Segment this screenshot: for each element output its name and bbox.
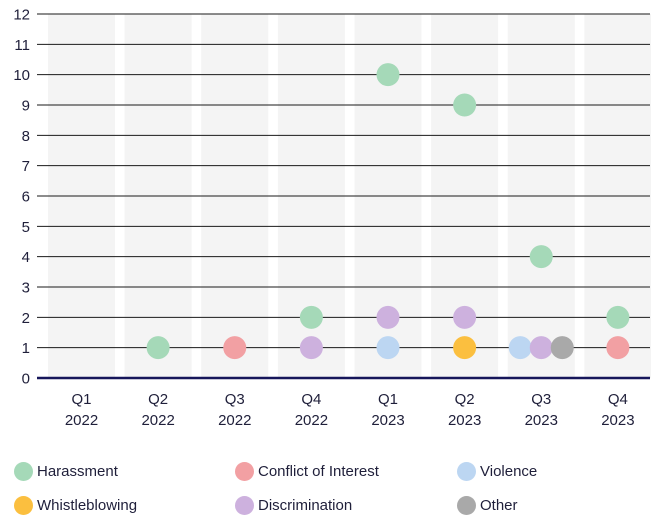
data-point-conflict-of-interest bbox=[223, 336, 247, 360]
legend-marker-conflict-of-interest bbox=[235, 462, 254, 481]
legend-marker-discrimination bbox=[235, 496, 254, 515]
y-tick-label: 2 bbox=[22, 310, 30, 327]
data-point-discrimination bbox=[453, 305, 477, 329]
legend-item-other: Other bbox=[457, 496, 518, 515]
x-tick-year-label: 2023 bbox=[525, 412, 558, 429]
legend-marker-other bbox=[457, 496, 476, 515]
x-tick-quarter-label: Q3 bbox=[225, 391, 245, 408]
legend-marker-whistleblowing bbox=[14, 496, 33, 515]
y-tick-label: 4 bbox=[22, 249, 30, 266]
legend-label: Violence bbox=[480, 463, 538, 480]
x-tick-quarter-label: Q2 bbox=[148, 391, 168, 408]
x-tick-quarter-label: Q1 bbox=[71, 391, 91, 408]
data-point-harassment bbox=[606, 305, 630, 329]
y-tick-label: 5 bbox=[22, 219, 30, 236]
legend-item-conflict-of-interest: Conflict of Interest bbox=[235, 462, 379, 481]
data-point-violence bbox=[376, 336, 400, 360]
x-tick-year-label: 2023 bbox=[448, 412, 481, 429]
x-tick-quarter-label: Q3 bbox=[531, 391, 551, 408]
x-tick-year-label: 2023 bbox=[371, 412, 404, 429]
y-tick-label: 9 bbox=[22, 98, 30, 115]
legend-item-harassment: Harassment bbox=[14, 462, 118, 481]
y-tick-label: 1 bbox=[22, 340, 30, 357]
y-tick-label: 12 bbox=[13, 7, 30, 24]
x-tick-year-label: 2022 bbox=[218, 412, 251, 429]
y-tick-label: 0 bbox=[22, 371, 30, 388]
data-point-discrimination bbox=[376, 305, 400, 329]
legend-item-discrimination: Discrimination bbox=[235, 496, 352, 515]
x-axis-tick-labels: Q1 2022 Q2 2022 Q3 2022 Q4 2022 Q1 2023 Q2 2023 Q3 20… bbox=[65, 391, 635, 429]
y-tick-label: 3 bbox=[22, 280, 30, 297]
data-point-violence bbox=[508, 336, 532, 360]
y-tick-label: 10 bbox=[13, 67, 30, 84]
x-tick-year-label: 2023 bbox=[601, 412, 634, 429]
data-point-harassment bbox=[453, 93, 477, 117]
legend-item-whistleblowing: Whistleblowing bbox=[14, 496, 137, 515]
x-tick-quarter-label: Q4 bbox=[301, 391, 321, 408]
legend-item-violence: Violence bbox=[457, 462, 537, 481]
legend-marker-violence bbox=[457, 462, 476, 481]
data-point-harassment bbox=[299, 305, 323, 329]
data-points bbox=[146, 63, 630, 360]
x-tick-quarter-label: Q4 bbox=[608, 391, 628, 408]
data-point-harassment bbox=[146, 336, 170, 360]
data-point-whistleblowing bbox=[453, 336, 477, 360]
data-point-conflict-of-interest bbox=[606, 336, 630, 360]
y-tick-label: 11 bbox=[14, 37, 30, 54]
x-tick-quarter-label: Q2 bbox=[455, 391, 475, 408]
data-point-harassment bbox=[376, 63, 400, 87]
y-tick-label: 7 bbox=[22, 158, 30, 175]
x-tick-year-label: 2022 bbox=[295, 412, 328, 429]
data-point-harassment bbox=[529, 245, 553, 269]
data-point-discrimination bbox=[529, 336, 553, 360]
data-point-other bbox=[550, 336, 574, 360]
legend-marker-harassment bbox=[14, 462, 33, 481]
x-tick-quarter-label: Q1 bbox=[378, 391, 398, 408]
x-tick-year-label: 2022 bbox=[141, 412, 174, 429]
legend-label: Discrimination bbox=[258, 497, 353, 514]
legend-label: Harassment bbox=[37, 463, 118, 480]
y-tick-label: 6 bbox=[22, 189, 30, 206]
data-point-discrimination bbox=[299, 336, 323, 360]
y-tick-label: 8 bbox=[22, 128, 30, 145]
legend-label: Whistleblowing bbox=[37, 497, 138, 514]
x-tick-year-label: 2022 bbox=[65, 412, 98, 429]
legend-label: Other bbox=[480, 497, 518, 514]
legend-label: Conflict of Interest bbox=[258, 463, 379, 480]
